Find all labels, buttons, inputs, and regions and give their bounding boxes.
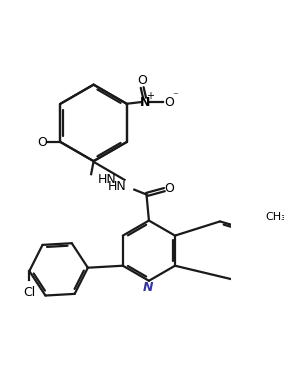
Text: O: O (164, 96, 174, 109)
Text: O: O (164, 182, 174, 194)
Text: HN: HN (98, 173, 116, 185)
Text: CH₃: CH₃ (266, 212, 284, 222)
Text: Cl: Cl (23, 286, 36, 299)
Text: HN: HN (107, 180, 126, 193)
Text: N: N (139, 96, 150, 109)
Text: +: + (146, 91, 154, 102)
Text: N: N (143, 281, 153, 294)
Text: ⁻: ⁻ (173, 91, 178, 102)
Text: O: O (37, 135, 47, 149)
Text: O: O (137, 74, 147, 88)
